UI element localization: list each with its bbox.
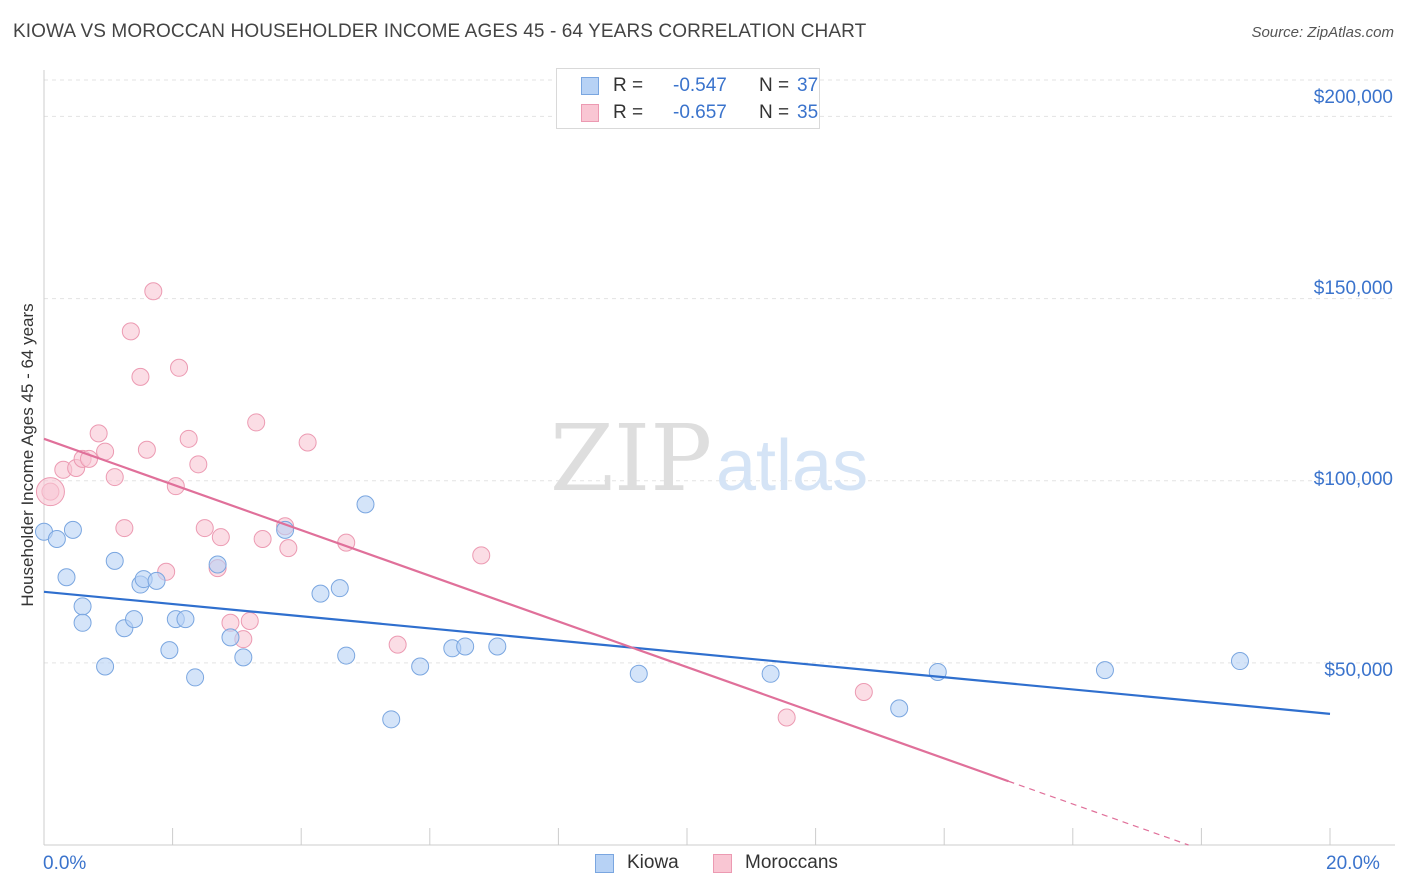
moroccans-point-large <box>35 477 65 507</box>
kiowa-point <box>411 657 430 676</box>
moroccans-point <box>115 519 134 538</box>
moroccans-point <box>279 539 298 558</box>
kiowa-point <box>382 710 401 729</box>
trend-lines <box>43 437 1331 846</box>
moroccans-swatch <box>581 104 599 122</box>
source-label: Source: ZipAtlas.com <box>1251 24 1394 41</box>
kiowa-n-value: 37 <box>797 75 819 96</box>
chart-title: KIOWA VS MOROCCAN HOUSEHOLDER INCOME AGE… <box>13 21 867 42</box>
kiowa-point <box>221 628 240 647</box>
kiowa-point <box>73 597 92 616</box>
kiowa-point <box>57 568 76 587</box>
n-label: N = <box>759 75 790 96</box>
moroccans-point <box>170 358 189 377</box>
kiowa-r-value: -0.547 <box>673 75 727 96</box>
kiowa-trend-line <box>43 590 1331 715</box>
moroccans-point <box>195 519 214 538</box>
kiowa-point <box>176 610 195 629</box>
x-tick-label-min: 0.0% <box>43 853 87 874</box>
moroccans-r-value: -0.657 <box>673 102 727 123</box>
y-tick-label: $150,000 <box>1313 278 1393 299</box>
kiowa-point <box>311 584 330 603</box>
watermark-zip: ZIP <box>550 405 712 512</box>
kiowa-point <box>890 699 909 718</box>
moroccans-point <box>472 546 491 565</box>
moroccans-point <box>137 440 156 459</box>
kiowa-point <box>125 610 144 629</box>
kiowa-point <box>96 657 115 676</box>
moroccans-point <box>247 413 266 432</box>
kiowa-point <box>356 495 375 514</box>
y-tick-label: $100,000 <box>1313 469 1393 490</box>
kiowa-point <box>337 646 356 665</box>
kiowa-point <box>1230 652 1249 671</box>
watermark: ZIP atlas <box>550 405 868 512</box>
moroccans-point <box>388 635 407 654</box>
moroccans-n-value: 35 <box>797 102 819 123</box>
moroccans-trend-extension <box>1008 780 1189 846</box>
moroccans-point <box>144 282 163 301</box>
kiowa-point <box>761 664 780 683</box>
moroccans-point <box>211 528 230 547</box>
kiowa-point <box>629 664 648 683</box>
y-tick-label: $50,000 <box>1324 660 1393 681</box>
kiowa-legend-label: Kiowa <box>627 852 679 873</box>
kiowa-point <box>456 637 475 656</box>
moroccans-point <box>253 530 272 548</box>
r-label: R = <box>613 75 644 96</box>
moroccans-trend-line <box>43 437 1009 783</box>
kiowa-point <box>147 571 166 590</box>
moroccans-point <box>240 611 259 630</box>
kiowa-point <box>73 613 92 632</box>
moroccans-legend-swatch <box>713 854 732 873</box>
moroccans-point <box>179 429 198 448</box>
moroccans-legend-label: Moroccans <box>745 852 838 873</box>
moroccans-point <box>189 455 208 474</box>
kiowa-swatch <box>581 77 599 95</box>
moroccans-point <box>105 468 124 487</box>
watermark-atlas: atlas <box>716 426 868 506</box>
n-label: N = <box>759 102 790 123</box>
moroccans-point <box>89 424 108 443</box>
kiowa-point <box>160 641 179 660</box>
kiowa-point <box>208 555 227 574</box>
moroccans-point <box>777 708 796 727</box>
kiowa-point <box>234 648 253 667</box>
kiowa-point <box>488 637 507 656</box>
y-axis-label: Householder Income Ages 45 - 64 years <box>18 303 37 607</box>
axes <box>43 70 1395 846</box>
moroccans-point <box>131 367 150 386</box>
kiowa-legend-swatch <box>595 854 614 873</box>
kiowa-point <box>47 530 66 548</box>
grid-lines <box>44 79 1395 664</box>
moroccans-point <box>854 683 873 701</box>
kiowa-point <box>1095 661 1114 680</box>
kiowa-point <box>186 668 205 687</box>
kiowa-point <box>105 551 124 570</box>
kiowa-points <box>35 495 1249 729</box>
moroccans-point <box>298 433 317 452</box>
stats-legend: R = -0.547 N = 37 R = -0.657 N = 35 <box>556 68 820 129</box>
moroccans-points <box>35 282 873 727</box>
x-tick-label-max: 20.0% <box>1326 853 1380 874</box>
kiowa-point <box>330 579 349 598</box>
r-label: R = <box>613 102 644 123</box>
moroccans-point <box>121 322 140 341</box>
kiowa-point <box>63 520 82 539</box>
y-tick-label: $200,000 <box>1313 87 1393 108</box>
